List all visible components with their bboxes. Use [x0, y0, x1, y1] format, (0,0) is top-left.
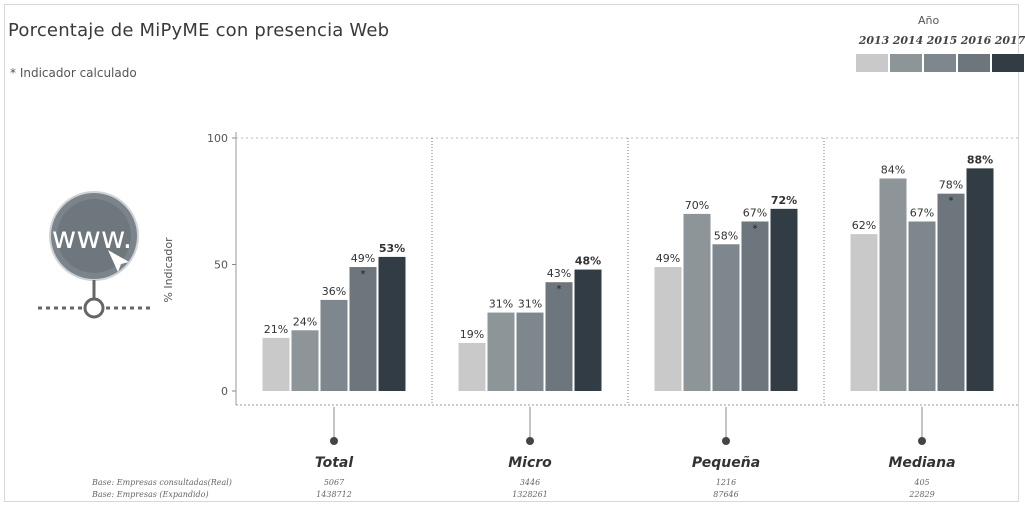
chart-frame — [4, 4, 1019, 502]
data-label: 43% — [547, 267, 571, 280]
bar-pequeña-2015 — [712, 244, 740, 391]
bar-mediana-2015 — [908, 221, 936, 391]
footer-row2-value: 1328261 — [512, 490, 548, 499]
data-label: 48% — [575, 255, 601, 268]
bar-total-2016 — [349, 267, 377, 391]
star-marker: * — [361, 269, 366, 280]
category-label-mediana: Mediana — [888, 455, 955, 471]
data-label: 67% — [910, 206, 934, 219]
star-marker: * — [753, 223, 758, 234]
www-globe-icon: www. — [38, 191, 150, 319]
bar-micro-2016 — [545, 282, 573, 391]
legend-year-2013: 2013 — [858, 34, 890, 47]
bar-mediana-2017 — [966, 168, 994, 391]
data-label: 49% — [351, 252, 375, 265]
footer-row1-label: Base: Empresas consultadas(Real) — [92, 478, 232, 487]
y-tick-label-100: 100 — [207, 132, 228, 145]
category-pin — [526, 437, 534, 445]
legend-year-2016: 2016 — [960, 34, 992, 47]
legend-years: 2013 2014 2015 2016 2017 — [858, 34, 1025, 47]
bar-micro-2014 — [487, 312, 515, 391]
data-label: 70% — [685, 199, 709, 212]
y-tick-label-50: 50 — [214, 259, 228, 272]
footer-row1-value: 405 — [914, 478, 930, 487]
bar-micro-2017 — [574, 269, 602, 391]
data-label: 31% — [489, 298, 513, 311]
legend-swatch-2013 — [856, 54, 888, 72]
data-label: 49% — [656, 252, 680, 265]
footer-row1-value: 5067 — [323, 478, 345, 487]
bar-total-2014 — [291, 330, 319, 391]
bar-mediana-2014 — [879, 178, 907, 391]
bar-total-2017 — [378, 256, 406, 391]
bar-micro-2013 — [458, 342, 486, 391]
legend-swatches — [856, 54, 1024, 72]
category-pin — [918, 437, 926, 445]
category-pin — [722, 437, 730, 445]
category-label-micro: Micro — [508, 455, 552, 471]
y-axis-label: % Indicador — [162, 237, 175, 303]
bar-pequeña-2013 — [654, 267, 682, 391]
data-label: 21% — [264, 323, 288, 336]
bar-mediana-2016 — [937, 193, 965, 391]
data-label: 67% — [743, 206, 767, 219]
legend-year-2015: 2015 — [926, 34, 958, 47]
legend-swatch-2016 — [958, 54, 990, 72]
footer-row2-value: 1438712 — [316, 490, 352, 499]
bar-pequeña-2017 — [770, 208, 798, 391]
footer-row2-label: Base: Empresas (Expandido) — [92, 490, 209, 499]
bar-total-2013 — [262, 337, 290, 391]
data-label: 19% — [460, 328, 484, 341]
star-marker: * — [557, 284, 562, 295]
data-label: 24% — [293, 315, 317, 328]
category-pin — [330, 437, 338, 445]
footer-row2-value: 22829 — [909, 490, 935, 499]
category-label-total: Total — [315, 455, 354, 471]
data-label: 62% — [852, 219, 876, 232]
legend-year-2014: 2014 — [892, 34, 924, 47]
data-label: 53% — [379, 242, 405, 255]
y-tick-label-0: 0 — [221, 385, 228, 398]
bar-micro-2015 — [516, 312, 544, 391]
data-label: 72% — [771, 194, 797, 207]
legend-year-2017: 2017 — [994, 34, 1025, 47]
data-label: 84% — [881, 163, 905, 176]
data-label: 31% — [518, 298, 542, 311]
page-title: Porcentaje de MiPyME con presencia Web — [8, 20, 390, 41]
legend-swatch-2014 — [890, 54, 922, 72]
star-marker: * — [949, 196, 954, 207]
svg-text:www.: www. — [52, 221, 132, 256]
data-label: 36% — [322, 285, 346, 298]
legend-swatch-2017 — [992, 54, 1024, 72]
category-label-pequeña: Pequeña — [692, 455, 760, 471]
data-label: 78% — [939, 179, 963, 192]
legend-title: Año — [918, 14, 940, 27]
bar-mediana-2013 — [850, 234, 878, 391]
footer-row1-value: 3446 — [519, 478, 541, 487]
data-label: 88% — [967, 153, 993, 166]
bar-pequeña-2014 — [683, 213, 711, 391]
footer-row1-value: 1216 — [715, 478, 737, 487]
bar-total-2015 — [320, 299, 348, 391]
chart-subtitle: * Indicador calculado — [10, 66, 137, 80]
footer-row2-value: 87646 — [713, 490, 739, 499]
legend-swatch-2015 — [924, 54, 956, 72]
bar-pequeña-2016 — [741, 221, 769, 391]
data-label: 58% — [714, 229, 738, 242]
